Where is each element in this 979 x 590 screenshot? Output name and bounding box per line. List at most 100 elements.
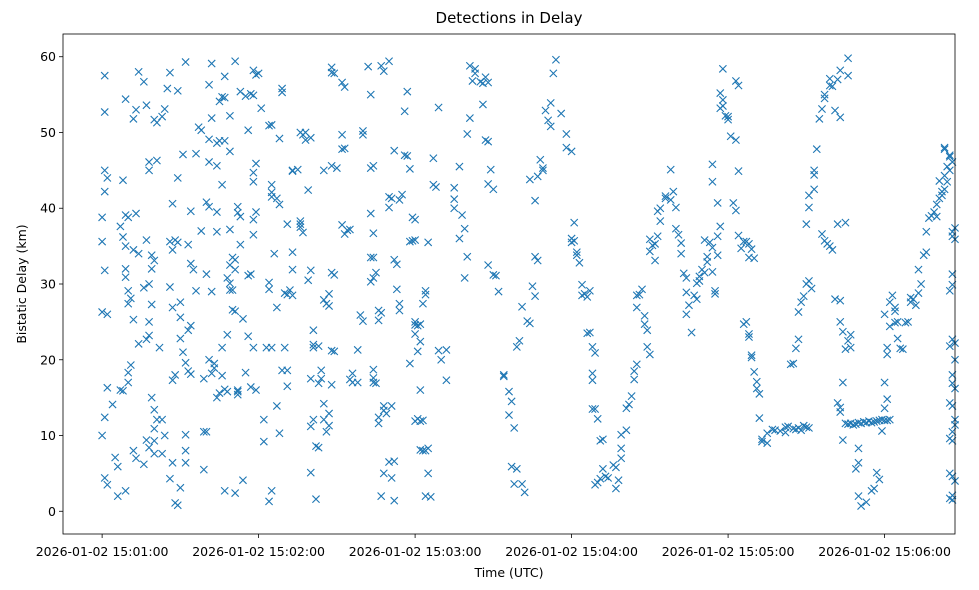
detection-marker: [377, 61, 386, 70]
detection-marker: [744, 239, 753, 248]
x-axis-ticks: 2026-01-02 15:01:00 2026-01-02 15:02:00 20…: [36, 534, 951, 559]
detection-marker: [708, 160, 717, 169]
detection-marker: [575, 258, 584, 267]
detection-marker: [207, 59, 216, 68]
detection-marker: [731, 206, 740, 215]
plot-area: [63, 34, 955, 534]
detection-marker: [763, 429, 772, 438]
detection-marker: [199, 465, 208, 474]
detection-marker: [139, 77, 148, 86]
detection-marker: [249, 343, 258, 352]
detection-marker: [340, 144, 349, 153]
detection-marker: [825, 74, 834, 83]
detection-marker: [515, 336, 524, 345]
detection-marker: [627, 392, 636, 401]
detection-marker: [677, 239, 686, 248]
detection-marker: [265, 278, 274, 287]
detection-marker: [588, 405, 597, 413]
detection-marker: [215, 389, 224, 398]
detection-marker: [142, 335, 151, 344]
detection-marker: [325, 409, 334, 418]
detection-marker: [465, 114, 474, 123]
detection-marker: [932, 212, 941, 221]
detection-marker: [632, 291, 641, 300]
detection-marker: [124, 368, 133, 377]
detection-marker: [124, 378, 133, 387]
detection-marker: [831, 106, 840, 115]
plot-frame: [62, 33, 956, 535]
detection-marker: [100, 108, 109, 117]
detection-marker: [635, 290, 644, 299]
detection-marker: [489, 270, 498, 279]
detection-marker: [390, 255, 399, 264]
detection-marker: [325, 289, 334, 298]
detection-marker: [622, 404, 631, 413]
detection-marker: [945, 151, 954, 160]
detection-marker: [118, 386, 127, 395]
detection-marker: [695, 272, 704, 281]
detection-marker: [199, 374, 208, 383]
detection-marker: [718, 95, 727, 104]
detection-marker: [225, 147, 234, 156]
detection-marker: [877, 426, 886, 435]
detection-marker: [922, 248, 931, 257]
detection-marker: [630, 367, 639, 376]
detection-marker: [173, 86, 182, 95]
detection-marker: [463, 252, 472, 261]
detection-marker: [186, 207, 195, 216]
detection-marker: [455, 162, 464, 171]
detection-marker: [465, 61, 474, 70]
detection-marker: [145, 331, 154, 340]
detection-marker: [883, 395, 892, 404]
detection-marker: [653, 232, 662, 241]
detection-marker: [533, 256, 542, 265]
detection-marker: [898, 345, 907, 354]
detection-marker: [755, 389, 764, 398]
detection-marker: [147, 393, 156, 402]
detection-marker: [173, 501, 182, 510]
detection-marker: [207, 287, 216, 296]
detection-marker: [189, 265, 198, 274]
detection-marker: [505, 387, 513, 396]
detection-marker: [296, 217, 305, 226]
detection-marker: [836, 317, 845, 326]
detection-marker: [129, 446, 138, 455]
detection-marker: [278, 88, 287, 97]
detection-marker: [301, 136, 310, 145]
detection-marker: [319, 295, 328, 304]
detection-marker: [875, 475, 884, 484]
detection-marker: [854, 458, 863, 467]
detection-marker: [327, 161, 336, 170]
detection-marker: [231, 255, 240, 264]
x-axis-title: Time (UTC): [473, 565, 543, 580]
detection-marker: [220, 72, 229, 81]
detection-marker: [460, 273, 469, 282]
detection-marker: [338, 220, 347, 229]
detection-marker: [536, 155, 545, 164]
detection-marker: [126, 361, 135, 370]
detection-marker: [804, 423, 813, 432]
detection-marker: [152, 156, 161, 165]
detection-marker: [249, 168, 258, 177]
detection-marker: [379, 67, 388, 76]
detection-marker: [611, 463, 620, 472]
detection-marker: [810, 166, 819, 175]
detection-marker: [98, 431, 107, 440]
detection-marker: [238, 314, 247, 323]
detection-marker: [121, 264, 130, 273]
detection-marker: [309, 340, 318, 349]
detection-marker: [838, 378, 847, 387]
detection-marker: [481, 73, 490, 82]
detection-marker: [593, 414, 602, 423]
detection-marker: [304, 186, 313, 195]
detection-marker: [418, 416, 427, 425]
detection-marker: [708, 243, 717, 252]
detection-marker: [374, 419, 383, 428]
detection-marker: [611, 484, 620, 493]
detection-marker: [400, 107, 409, 116]
detection-marker: [249, 215, 258, 224]
detection-marker: [212, 227, 221, 236]
detection-marker: [421, 290, 430, 299]
detection-marker: [484, 261, 493, 270]
detection-marker: [390, 457, 399, 466]
